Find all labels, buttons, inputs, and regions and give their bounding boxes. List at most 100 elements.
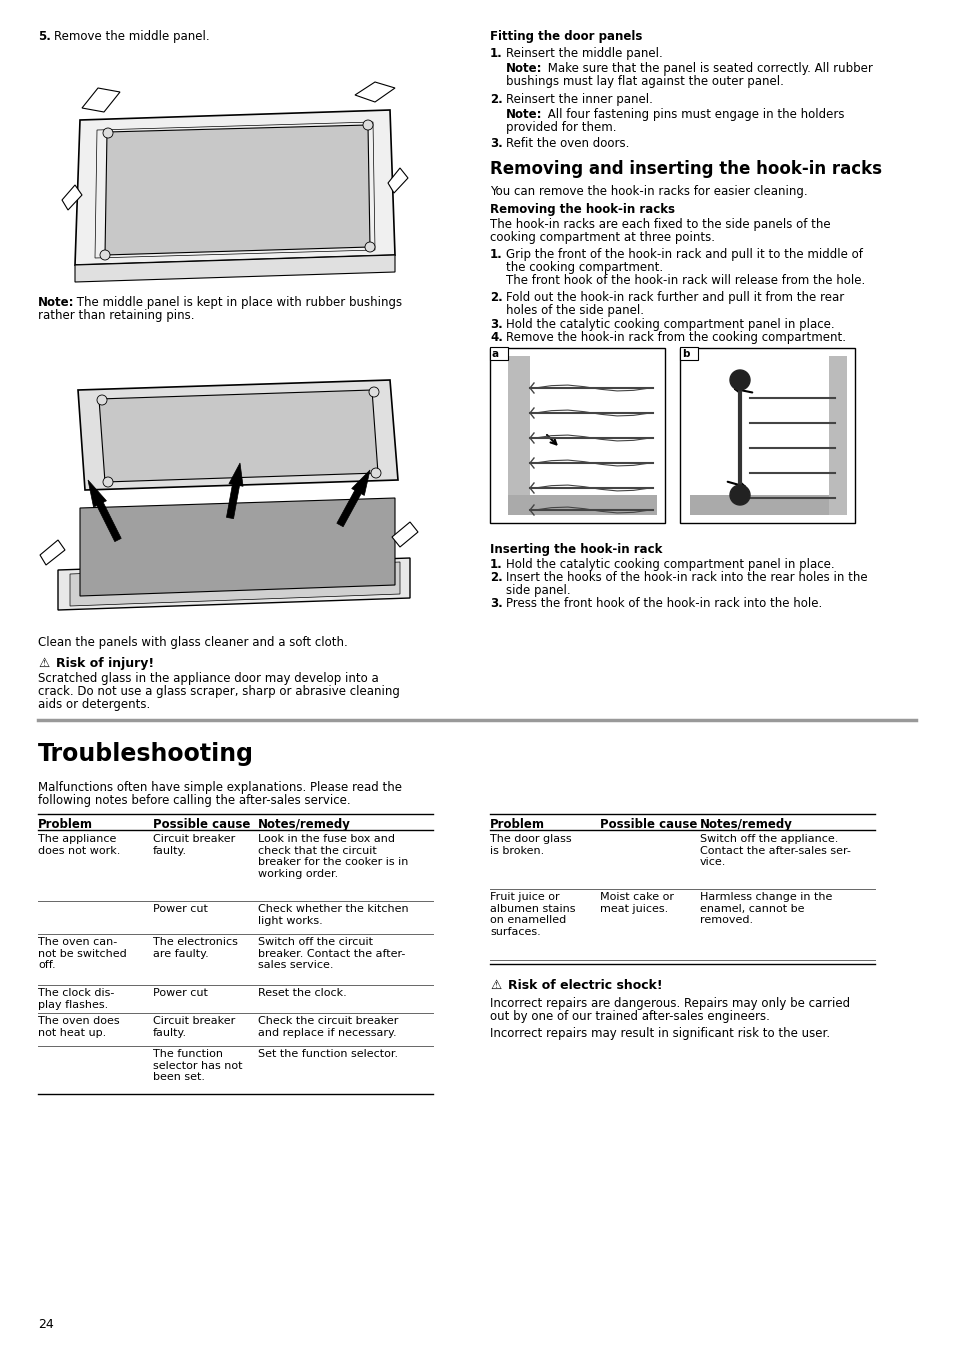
Text: 1.: 1. [490,248,502,261]
Text: Reinsert the inner panel.: Reinsert the inner panel. [505,93,652,107]
Polygon shape [105,126,370,255]
Text: The clock dis-
play flashes.: The clock dis- play flashes. [38,988,114,1010]
Polygon shape [355,82,395,103]
Polygon shape [392,522,417,547]
Text: Remove the middle panel.: Remove the middle panel. [54,30,210,43]
Text: 3.: 3. [490,319,502,331]
Text: 5.: 5. [38,30,51,43]
Text: Insert the hooks of the hook-in rack into the rear holes in the: Insert the hooks of the hook-in rack int… [505,571,866,585]
Text: b: b [681,350,689,359]
Text: Note:: Note: [505,62,542,76]
Text: Hold the catalytic cooking compartment panel in place.: Hold the catalytic cooking compartment p… [505,558,834,571]
Circle shape [103,128,112,138]
Polygon shape [62,185,82,211]
Bar [828,356,846,514]
Polygon shape [80,498,395,595]
Bar [679,347,698,360]
Text: 3.: 3. [490,136,502,150]
Text: The appliance
does not work.: The appliance does not work. [38,834,120,856]
Text: Circuit breaker
faulty.: Circuit breaker faulty. [152,1017,235,1038]
Text: following notes before calling the after-sales service.: following notes before calling the after… [38,794,351,807]
Polygon shape [99,390,377,482]
Polygon shape [82,88,120,112]
Text: provided for them.: provided for them. [505,122,616,134]
Text: bushings must lay flat against the outer panel.: bushings must lay flat against the outer… [505,76,783,88]
Polygon shape [75,109,395,265]
Text: Troubleshooting: Troubleshooting [38,743,253,765]
Polygon shape [226,463,243,518]
Text: The oven can-
not be switched
off.: The oven can- not be switched off. [38,937,127,971]
Text: The function
selector has not
been set.: The function selector has not been set. [152,1049,242,1083]
Text: Set the function selector.: Set the function selector. [257,1049,397,1058]
Polygon shape [88,481,121,541]
Text: The hook-in racks are each fixed to the side panels of the: The hook-in racks are each fixed to the … [490,217,830,231]
Text: the cooking compartment.: the cooking compartment. [505,261,662,274]
Bar [490,348,664,522]
Text: Risk of electric shock!: Risk of electric shock! [507,979,662,992]
Text: Reset the clock.: Reset the clock. [257,988,346,998]
Text: Problem: Problem [490,818,544,832]
Text: Note:: Note: [505,108,542,122]
Polygon shape [388,167,408,193]
Polygon shape [70,562,399,606]
Circle shape [371,468,380,478]
Text: 1.: 1. [490,47,502,59]
Text: 2.: 2. [490,571,502,585]
Text: 24: 24 [38,1318,53,1331]
Text: 2.: 2. [490,292,502,304]
Text: Circuit breaker
faulty.: Circuit breaker faulty. [152,834,235,856]
Bar [507,356,657,514]
Text: All four fastening pins must engage in the holders: All four fastening pins must engage in t… [543,108,843,122]
Text: Removing the hook-in racks: Removing the hook-in racks [490,202,675,216]
Text: Hold the catalytic cooking compartment panel in place.: Hold the catalytic cooking compartment p… [505,319,834,331]
Polygon shape [40,540,65,566]
Text: Reinsert the middle panel.: Reinsert the middle panel. [505,47,662,59]
Text: Remove the hook-in rack from the cooking compartment.: Remove the hook-in rack from the cooking… [505,331,845,344]
Polygon shape [58,558,410,610]
Text: Notes/remedy: Notes/remedy [700,818,792,832]
Text: Refit the oven doors.: Refit the oven doors. [505,136,629,150]
Text: rather than retaining pins.: rather than retaining pins. [38,309,194,323]
Bar [507,495,657,514]
Text: Scratched glass in the appliance door may develop into a: Scratched glass in the appliance door ma… [38,672,378,684]
Text: Incorrect repairs are dangerous. Repairs may only be carried: Incorrect repairs are dangerous. Repairs… [490,998,849,1010]
Text: Clean the panels with glass cleaner and a soft cloth.: Clean the panels with glass cleaner and … [38,636,348,649]
Text: Notes/remedy: Notes/remedy [257,818,351,832]
Circle shape [729,370,749,390]
Bar [689,495,846,514]
Bar [507,356,530,514]
Text: Malfunctions often have simple explanations. Please read the: Malfunctions often have simple explanati… [38,782,401,794]
Text: Check the circuit breaker
and replace if necessary.: Check the circuit breaker and replace if… [257,1017,398,1038]
Text: Moist cake or
meat juices.: Moist cake or meat juices. [599,892,673,914]
Text: You can remove the hook-in racks for easier cleaning.: You can remove the hook-in racks for eas… [490,185,807,198]
Bar [490,347,507,360]
Text: Removing and inserting the hook-in racks: Removing and inserting the hook-in racks [490,161,882,178]
Text: Note:: Note: [38,296,74,309]
Circle shape [103,477,112,487]
Text: The front hook of the hook-in rack will release from the hole.: The front hook of the hook-in rack will … [505,274,864,288]
Text: Press the front hook of the hook-in rack into the hole.: Press the front hook of the hook-in rack… [505,597,821,610]
Circle shape [100,250,110,261]
Text: ⚠: ⚠ [38,657,50,670]
Text: crack. Do not use a glass scraper, sharp or abrasive cleaning: crack. Do not use a glass scraper, sharp… [38,684,399,698]
Text: 1.: 1. [490,558,502,571]
Bar [679,348,854,522]
Text: cooking compartment at three points.: cooking compartment at three points. [490,231,714,244]
Text: Switch off the circuit
breaker. Contact the after-
sales service.: Switch off the circuit breaker. Contact … [257,937,405,971]
Text: The door glass
is broken.: The door glass is broken. [490,834,571,856]
Text: Risk of injury!: Risk of injury! [56,657,154,670]
Text: Fruit juice or
albumen stains
on enamelled
surfaces.: Fruit juice or albumen stains on enamell… [490,892,575,937]
Text: Incorrect repairs may result in significant risk to the user.: Incorrect repairs may result in signific… [490,1027,829,1040]
Text: Grip the front of the hook-in rack and pull it to the middle of: Grip the front of the hook-in rack and p… [505,248,862,261]
Text: Inserting the hook-in rack: Inserting the hook-in rack [490,543,661,556]
Text: ⚠: ⚠ [490,979,500,992]
Text: Fold out the hook-in rack further and pull it from the rear: Fold out the hook-in rack further and pu… [505,292,843,304]
Text: Make sure that the panel is seated correctly. All rubber: Make sure that the panel is seated corre… [543,62,872,76]
Polygon shape [75,255,395,282]
Text: Switch off the appliance.
Contact the after-sales ser-
vice.: Switch off the appliance. Contact the af… [700,834,850,867]
Text: Power cut: Power cut [152,904,208,914]
Text: The middle panel is kept in place with rubber bushings: The middle panel is kept in place with r… [73,296,402,309]
Text: a: a [492,350,498,359]
Text: 2.: 2. [490,93,502,107]
Text: Check whether the kitchen
light works.: Check whether the kitchen light works. [257,904,408,926]
